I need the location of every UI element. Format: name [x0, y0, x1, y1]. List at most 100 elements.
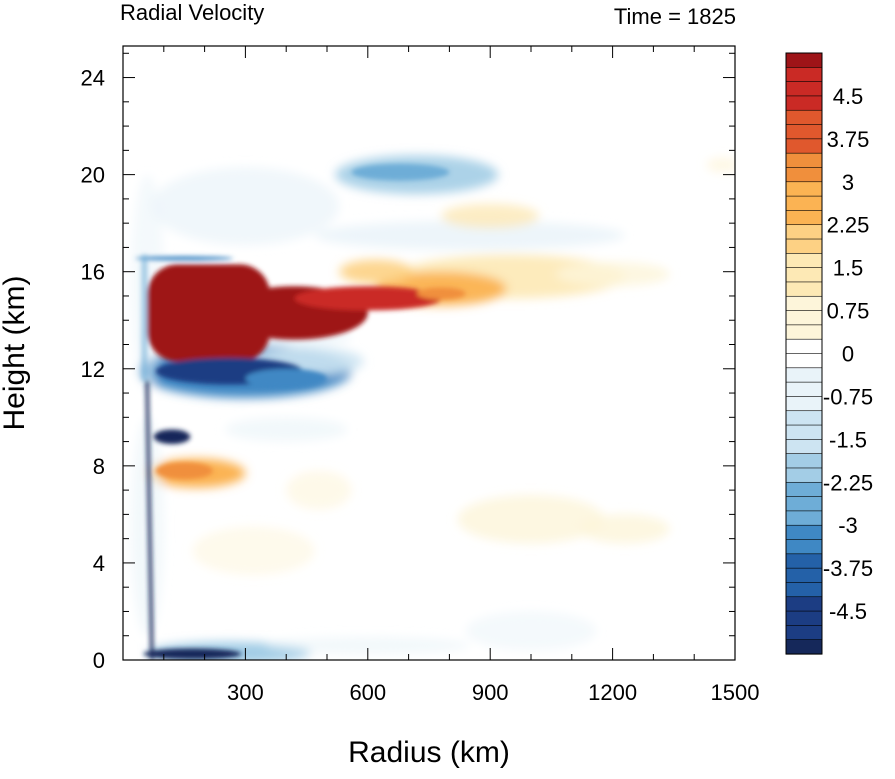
heatmap-core — [135, 163, 466, 660]
boundary-layer-weak — [265, 636, 470, 654]
outflow-top-edge — [135, 256, 234, 261]
colorbar: 4.5 3.75 3 2.25 1.5 0.75 0 -0.75 -1.5 -2.25 -3 -3.7… — [785, 52, 873, 655]
colorbar-box — [785, 81, 823, 97]
colorbar-box — [785, 324, 823, 340]
outer-weak-inflow — [131, 417, 164, 636]
colorbar-tick-label: -0.75 — [823, 384, 873, 409]
colorbar-box — [785, 553, 823, 569]
heatmap-field — [123, 46, 735, 660]
colorbar-box — [785, 410, 823, 426]
colorbar-tick-label: 0.75 — [827, 299, 870, 324]
x-tick-label: 600 — [349, 680, 386, 705]
eyewall-inflow-edge — [145, 380, 154, 660]
chart-title: Radial Velocity — [120, 0, 264, 25]
y-tick-label: 16 — [81, 260, 105, 285]
colorbar-box — [785, 453, 823, 469]
colorbar-box — [785, 353, 823, 369]
colorbar-box — [785, 238, 823, 254]
midlevel-outflow-core — [155, 462, 213, 480]
outflow-tail-blob — [339, 259, 413, 284]
colorbar-box — [785, 539, 823, 555]
colorbar-box — [785, 224, 823, 240]
upper-weak-inflow — [151, 167, 340, 246]
plot-frame — [122, 45, 736, 661]
upper-weak-inflow — [314, 220, 625, 250]
colorbar-box — [785, 152, 823, 169]
x-tick-label: 1500 — [711, 680, 760, 705]
colorbar-box — [785, 582, 823, 598]
colorbar-tick-label: -3.75 — [823, 556, 873, 581]
y-tick-label: 0 — [93, 648, 105, 673]
outflow-core — [147, 264, 270, 362]
colorbar-box — [785, 195, 823, 212]
upper-weak-outflow — [706, 157, 735, 173]
colorbar-box — [785, 124, 823, 140]
colorbar-box — [785, 367, 823, 383]
colorbar-box — [785, 95, 823, 111]
lower-weak-outflow — [579, 514, 670, 544]
colorbar-box — [785, 310, 823, 326]
colorbar-box — [785, 481, 823, 498]
colorbar-frame — [785, 52, 823, 655]
colorbar-box — [785, 424, 823, 440]
upper-weak-outflow — [441, 203, 540, 229]
colorbar-tick-label: -3 — [838, 513, 858, 538]
y-tick-label: 4 — [93, 551, 105, 576]
colorbar-box — [785, 496, 823, 512]
upper-inflow-core — [351, 163, 450, 181]
outflow-tail-core — [416, 287, 466, 300]
lower-weak-outflow — [192, 526, 315, 576]
colorbar-box — [785, 338, 823, 355]
boundary-layer-weak — [465, 611, 597, 651]
y-axis: 0 4 8 12 16 20 24 — [81, 52, 735, 673]
colorbar-box — [785, 639, 823, 655]
colorbar-tick-label: 4.5 — [833, 84, 864, 109]
x-tick-label: 1200 — [588, 680, 637, 705]
colorbar-box — [785, 295, 823, 312]
x-tick-label: 900 — [472, 680, 509, 705]
y-tick-label: 24 — [81, 66, 105, 91]
time-label: Time = 1825 — [614, 4, 736, 29]
colorbar-tick-label: -4.5 — [829, 599, 867, 624]
colorbar-box — [785, 381, 823, 398]
colorbar-box — [785, 524, 823, 541]
colorbar-tick-label: 3.75 — [827, 127, 870, 152]
y-tick-label: 12 — [81, 357, 105, 382]
mid-weak-blob — [286, 470, 352, 510]
lower-weak-outflow — [457, 494, 605, 544]
colorbar-box — [785, 281, 823, 297]
y-tick-label: 8 — [93, 454, 105, 479]
colorbar-tick-label: 2.25 — [827, 213, 870, 238]
boundary-layer-core — [143, 648, 242, 660]
inflow-core — [245, 368, 327, 389]
midlevel-inflow-core — [153, 429, 191, 445]
colorbar-tick-label: 1.5 — [833, 256, 864, 281]
colorbar-box — [785, 253, 823, 269]
colorbar-box — [785, 138, 823, 154]
colorbar-tick-label: -1.5 — [829, 427, 867, 452]
colorbar-box — [785, 67, 823, 83]
colorbar-tick-label: 0 — [842, 342, 854, 367]
mid-weak-blob — [225, 417, 348, 442]
colorbar-box — [785, 610, 823, 626]
y-tick-label: 20 — [81, 163, 105, 188]
colorbar-box — [785, 109, 823, 126]
x-axis-label: Radius (km) — [348, 736, 510, 769]
colorbar-tick-label: -2.25 — [823, 470, 873, 495]
colorbar-box — [785, 210, 823, 226]
x-axis: 300 600 900 1200 1500 — [163, 46, 760, 705]
eyewall-upper-edge — [141, 254, 148, 381]
colorbar-box — [785, 396, 823, 412]
colorbar-box — [785, 267, 823, 283]
outflow-core — [294, 286, 442, 311]
y-axis-label: Height (km) — [0, 275, 31, 430]
colorbar-box — [785, 467, 823, 483]
colorbar-box — [785, 510, 823, 526]
colorbar-box — [785, 567, 823, 584]
colorbar-box — [785, 181, 823, 197]
colorbar-tick-label: 3 — [842, 170, 854, 195]
colorbar-box — [785, 596, 823, 612]
outflow-weak-blob — [555, 261, 670, 287]
